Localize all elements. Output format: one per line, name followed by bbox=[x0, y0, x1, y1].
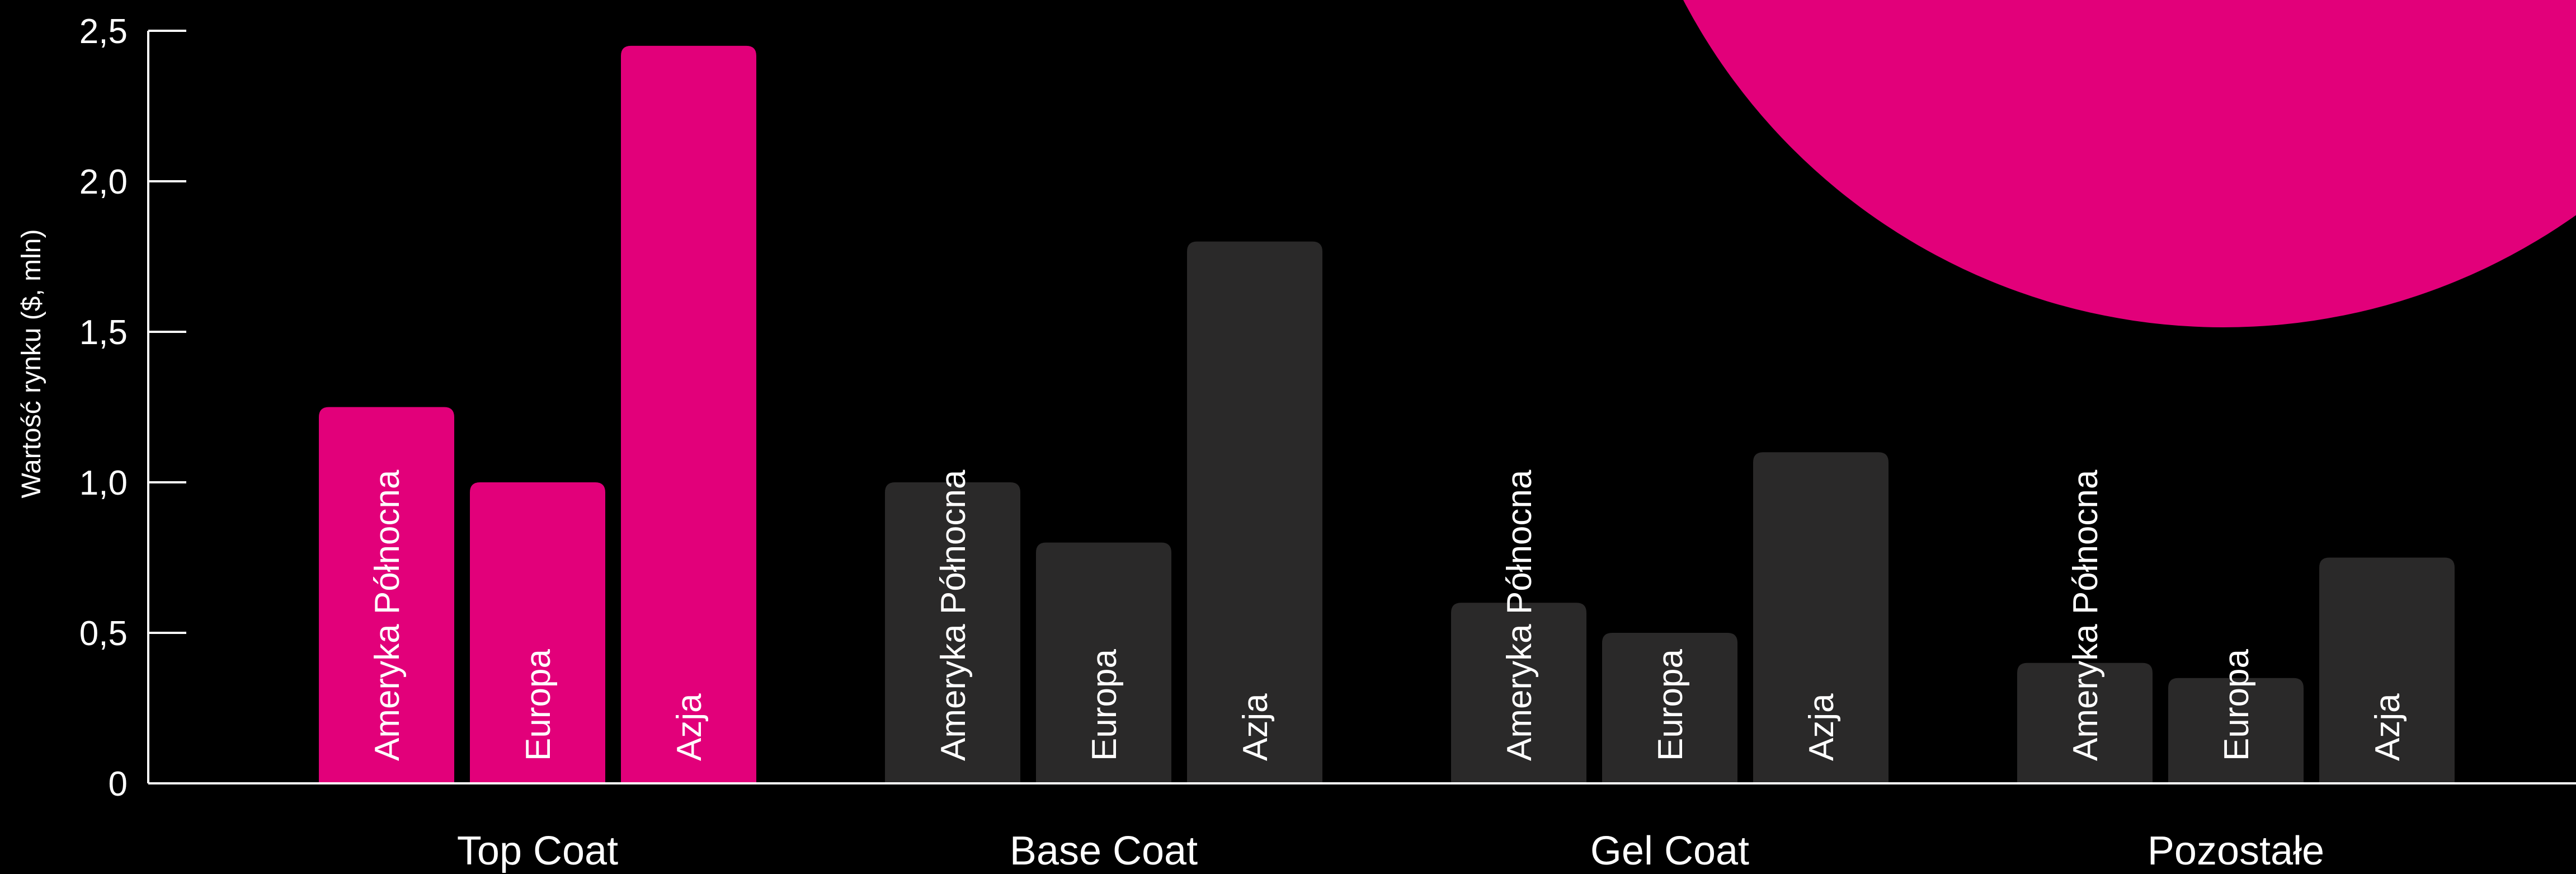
y-axis: 0 0,5 1,0 1,5 2,0 2,5 bbox=[79, 12, 186, 803]
y-axis-title: Wartość rynku ($, mln) bbox=[17, 229, 46, 499]
y-tick-label: 1,0 bbox=[79, 464, 128, 502]
y-tick-label: 2,5 bbox=[79, 12, 128, 51]
bar-label: Azja bbox=[670, 693, 709, 761]
bar-label: Ameryka Północna bbox=[934, 469, 973, 761]
bar-group: Ameryka Północna Europa Azja bbox=[1451, 452, 1889, 783]
bar-label: Ameryka Północna bbox=[2066, 469, 2105, 761]
y-tick-label: 2,0 bbox=[79, 163, 128, 201]
bar bbox=[621, 46, 756, 783]
y-tick-label: 0,5 bbox=[79, 614, 128, 653]
decorative-circle-group bbox=[1614, 0, 2576, 327]
bar-label: Europa bbox=[2217, 649, 2256, 761]
bar-label: Azja bbox=[2368, 693, 2407, 761]
decorative-circle bbox=[1614, 0, 2576, 327]
y-tick-label: 1,5 bbox=[79, 313, 128, 352]
y-tick-label: 0 bbox=[109, 765, 128, 803]
x-category-label: Pozostałe bbox=[2148, 829, 2324, 873]
bar-group: Ameryka Północna Europa Azja bbox=[885, 242, 1322, 783]
x-axis: Top Coat Base Coat Gel Coat Pozostałe bbox=[148, 783, 2576, 873]
bar-group: Ameryka Północna Europa Azja bbox=[319, 46, 756, 783]
bar-label: Ameryka Północna bbox=[1500, 469, 1539, 761]
bar-label: Europa bbox=[519, 649, 558, 761]
x-category-label: Top Coat bbox=[457, 829, 618, 873]
bar-group: Ameryka Północna Europa Azja bbox=[2017, 469, 2455, 783]
x-category-label: Base Coat bbox=[1010, 829, 1198, 873]
bar-label: Ameryka Północna bbox=[368, 469, 407, 761]
x-category-label: Gel Coat bbox=[1590, 829, 1749, 873]
bar-label: Europa bbox=[1085, 649, 1124, 761]
bar-label: Europa bbox=[1651, 649, 1690, 761]
bar-label: Azja bbox=[1236, 693, 1275, 761]
bar-label: Azja bbox=[1802, 693, 1841, 761]
